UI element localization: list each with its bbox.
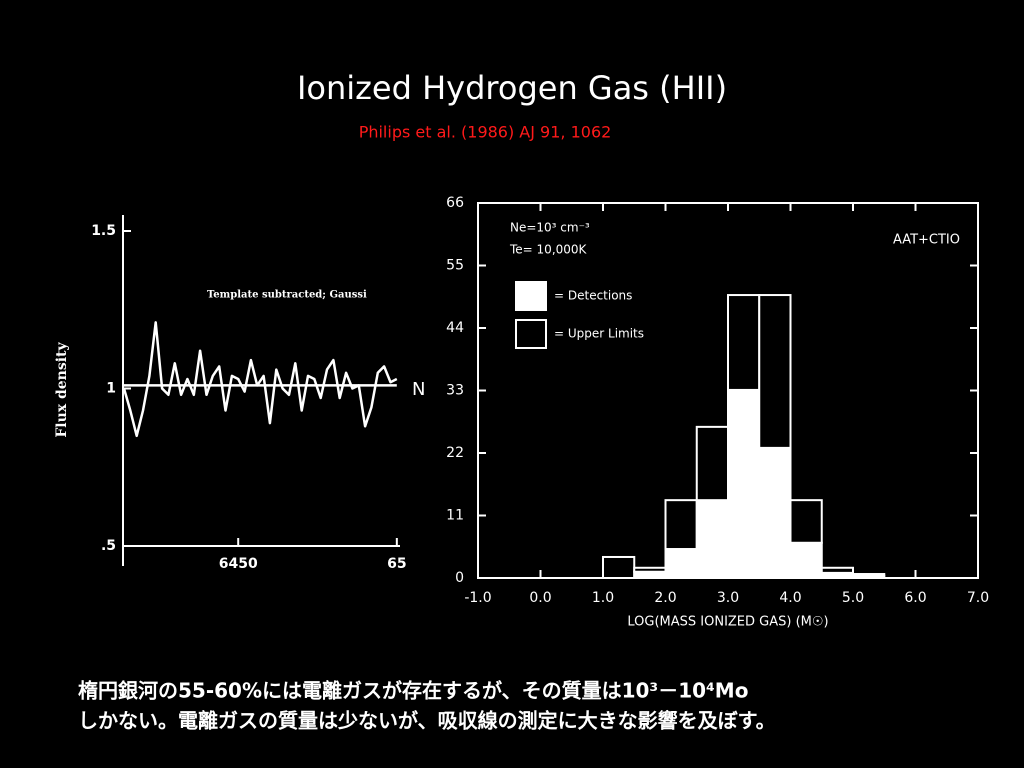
x-tick-label: 2.0	[654, 590, 676, 606]
histogram-bar	[852, 573, 886, 577]
y-axis-label: Flux density	[54, 341, 70, 437]
histogram-bar	[789, 499, 823, 544]
annotation: N	[412, 379, 425, 400]
y-tick-label: 33	[446, 383, 464, 399]
x-tick-label: -1.0	[464, 590, 491, 606]
x-tick-label: 1.0	[592, 590, 614, 606]
histogram-bar	[695, 499, 729, 579]
y-tick-label: 22	[446, 445, 464, 461]
x-tick-label: 3.0	[717, 590, 739, 606]
histogram-bar	[664, 499, 698, 551]
x-axis-label: LOG(MASS IONIZED GAS) (M☉)	[627, 615, 828, 630]
slide-title: Ionized Hydrogen Gas (HII)	[297, 69, 727, 107]
histogram-bar	[633, 566, 667, 573]
legend-swatch	[515, 319, 547, 349]
y-tick-label: 1.5	[91, 223, 116, 239]
y-tick-label: .5	[101, 538, 116, 554]
y-tick-label: 0	[455, 570, 464, 586]
annotation: Te= 10,000K	[509, 243, 588, 257]
legend-label: = Upper Limits	[554, 327, 644, 341]
histogram-bar	[727, 388, 761, 579]
y-tick-label: 44	[446, 320, 464, 336]
histogram-bar	[789, 541, 823, 579]
x-tick-label: 6.0	[904, 590, 926, 606]
histogram-bar	[727, 294, 761, 391]
annotation: AAT+CTIO	[893, 233, 960, 248]
annotation: Ne=10³ cm⁻³	[510, 221, 590, 235]
histogram-bar	[664, 548, 698, 579]
x-tick-label: 4.0	[779, 590, 801, 606]
y-tick-label: 55	[446, 258, 464, 274]
x-tick-label: 65	[387, 556, 406, 572]
annotation: Template subtracted; Gaussi	[207, 290, 367, 301]
y-tick-label: 1	[106, 381, 116, 397]
subtitle: Philips et al. (1986) AJ 91, 1062	[359, 123, 612, 142]
x-tick-label: 5.0	[842, 590, 864, 606]
histogram-bar	[758, 446, 792, 579]
histogram-bar	[758, 294, 792, 449]
x-tick-label: 6450	[219, 556, 258, 572]
y-tick-label: 11	[446, 508, 464, 524]
y-tick-label: 66	[446, 195, 464, 211]
legend-label: = Detections	[554, 289, 632, 303]
x-tick-label: 0.0	[529, 590, 551, 606]
caption-line: 楕円銀河の55-60%には電離ガスが存在するが、その質量は10³－10⁴Mo	[78, 679, 748, 703]
histogram-bar	[602, 555, 636, 580]
legend-swatch	[515, 281, 547, 311]
caption-line: しかない。電離ガスの質量は少ないが、吸収線の測定に大きな影響を及ぼす。	[78, 709, 776, 733]
histogram-bar	[820, 566, 854, 574]
histogram-bar	[695, 425, 729, 502]
x-tick-label: 7.0	[967, 590, 989, 606]
